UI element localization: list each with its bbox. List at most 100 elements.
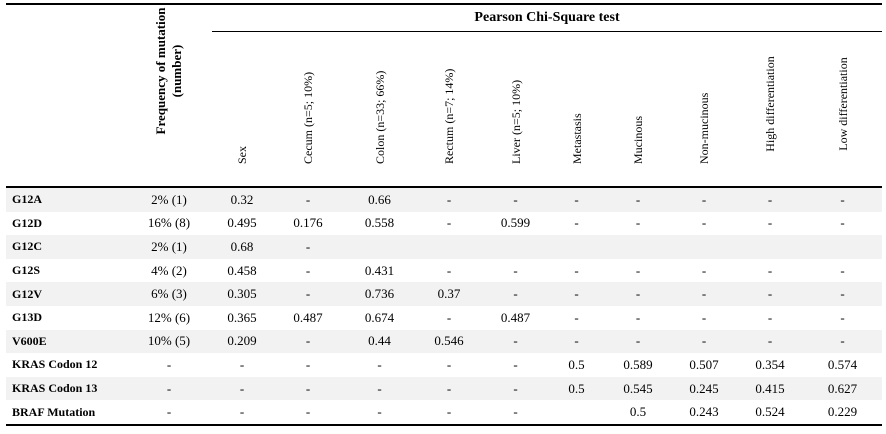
row-label: KRAS Codon 12: [12, 357, 98, 372]
table-cell: 0.37: [415, 282, 483, 306]
table-cell: 0.431: [364, 262, 395, 278]
table-cell: 2% (1): [126, 235, 212, 259]
table-cell: -: [605, 282, 671, 306]
table-cell: 0.495: [227, 215, 257, 231]
table-cell: -: [212, 400, 272, 426]
column-header-mucinous: Mucinous: [631, 116, 645, 164]
table-cell: 0.487: [500, 309, 531, 325]
table-cell: -: [737, 187, 803, 212]
table-cell: -: [126, 376, 212, 401]
table-cell: 0.305: [212, 282, 272, 306]
row-label: KRAS Codon 13: [6, 376, 126, 401]
table-cell: [605, 235, 671, 259]
table-cell: -: [574, 215, 579, 231]
table-cell: -: [605, 187, 671, 212]
table-cell: -: [574, 309, 579, 325]
column-header-frequency: Frequency of mutation (number): [126, 3, 212, 186]
row-label: V600E: [6, 329, 126, 354]
column-header-low-differentiation: Low differentiation: [835, 57, 850, 151]
table-cell: -: [635, 215, 641, 231]
table-cell: [737, 235, 803, 259]
table-cell: 0.487: [293, 309, 323, 325]
table-cell: -: [840, 309, 845, 325]
table-cell: -: [701, 309, 707, 325]
table-row: G12A 2% (1) 0.32-0.66- - - - - - -: [6, 187, 883, 212]
row-label: G12C: [6, 235, 126, 259]
row-label: G12S: [12, 263, 41, 278]
column-header-non-mucinous: Non-mucinous: [697, 92, 711, 164]
table-row: G12C 2% (1) 0.68-: [6, 235, 883, 259]
table-cell: -: [767, 309, 773, 325]
table-cell: [483, 235, 548, 259]
table-cell: 0.599: [500, 215, 531, 231]
table-row: KRAS Codon 12 - - - - - - 0.5 0.589 0.507 0.354 0.5…: [6, 353, 882, 377]
table-cell: 16% (8): [147, 215, 191, 231]
table-cell: -: [344, 400, 415, 426]
table-cell: -: [446, 215, 452, 231]
table-cell: -: [305, 356, 311, 372]
table-cell: -: [272, 376, 344, 401]
table-cell: 0.546: [415, 329, 483, 354]
table-cell: -: [548, 187, 605, 212]
table-cell: -: [767, 215, 773, 231]
table-cell: -: [483, 282, 548, 306]
table-cell: -: [126, 400, 212, 426]
table-cell: [548, 235, 605, 259]
table-row: G13D 12% (6) 0.365 0.487 0.674 - 0.487 - - - - -: [6, 306, 882, 330]
table-cell: -: [671, 187, 737, 212]
table-cell: [344, 235, 415, 259]
table-cell: -: [446, 262, 452, 278]
table-cell: -: [272, 282, 344, 306]
table-cell: 0.558: [364, 215, 395, 231]
table-cell: -: [671, 282, 737, 306]
table-body: G12A 2% (1) 0.32-0.66- - - - - - - G12D 16% (8) 0.4…: [6, 187, 883, 426]
table-row: BRAF Mutation - - - - - -0.5 0.243 0.524 0.229: [6, 400, 883, 426]
column-header-metastasis: Metastasis: [569, 113, 584, 164]
table-row: G12D 16% (8) 0.495 0.176 0.558 - 0.599 - - - - -: [6, 212, 882, 236]
table-cell: -: [737, 282, 803, 306]
table-row: V600E 10% (5) 0.209-0.44 0.546- - - - - -: [6, 329, 883, 354]
table-cell: 0.5: [568, 356, 585, 372]
table-cell: 0.365: [227, 309, 257, 325]
table-cell: 0.545: [605, 376, 671, 401]
table-cell: 0.674: [364, 309, 395, 325]
table-cell: -: [548, 282, 605, 306]
table-cell: -: [840, 215, 845, 231]
corner-cell: [6, 3, 126, 186]
column-header-liver: Liver (n=5; 10%): [508, 79, 523, 164]
table-cell: -: [344, 376, 415, 401]
table-cell: -: [272, 400, 344, 426]
table-cell: 2% (1): [126, 187, 212, 212]
table-cell: -: [166, 356, 172, 372]
table-cell: -: [446, 356, 452, 372]
table-cell: -: [803, 329, 883, 354]
table-cell: -: [415, 400, 483, 426]
table-cell: -: [483, 187, 548, 212]
table-cell: -: [574, 262, 579, 278]
table-cell: 12% (6): [147, 309, 191, 325]
table-cell: 0.354: [755, 356, 785, 372]
column-header-cecum: Cecum (n=5; 10%): [301, 71, 315, 164]
table-cell: 0.524: [737, 400, 803, 426]
group-header-pearson: Pearson Chi-Square test: [212, 3, 883, 32]
table-cell: -: [803, 187, 883, 212]
table-row: KRAS Codon 13- - - - - -0.5 0.545 0.245 0.415 0.6…: [6, 376, 883, 401]
table-row: G12S 4% (2) 0.458 - 0.431 - - - - - - -: [6, 259, 882, 283]
column-header-sex: Sex: [235, 146, 249, 164]
table-cell: -: [513, 356, 518, 372]
table-cell: -: [513, 262, 518, 278]
table-cell: -: [483, 376, 548, 401]
table-cell: 0.66: [344, 187, 415, 212]
table-cell: -: [272, 329, 344, 354]
table-cell: [803, 235, 883, 259]
table-row: G12V 6% (3) 0.305-0.736 0.37- - - - - -: [6, 282, 883, 306]
table-cell: 6% (3): [126, 282, 212, 306]
table-cell: -: [239, 356, 245, 372]
row-label: BRAF Mutation: [6, 400, 126, 426]
table-cell: -: [701, 262, 707, 278]
table-cell: 0.5: [548, 376, 605, 401]
table-cell: -: [635, 262, 641, 278]
table-cell: -: [483, 329, 548, 354]
table-cell: [671, 235, 737, 259]
